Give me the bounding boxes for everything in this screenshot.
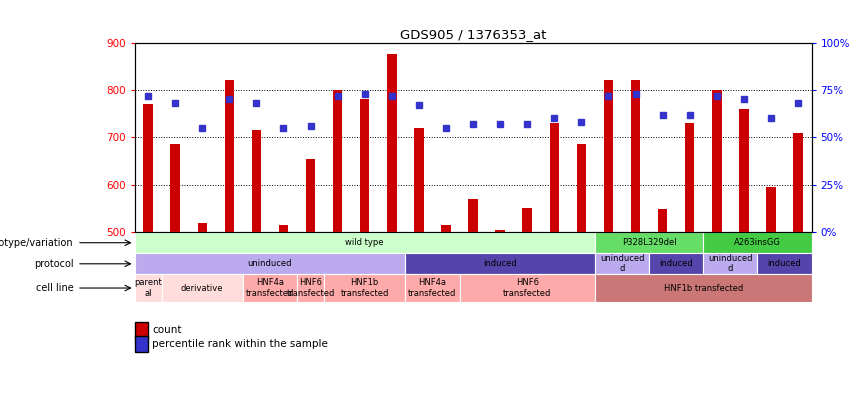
Bar [143,104,153,232]
Bar [306,159,315,232]
Bar [225,81,234,232]
Text: derivative: derivative [181,284,223,292]
Text: HNF1b transfected: HNF1b transfected [664,284,743,292]
Bar [595,274,812,302]
Bar [459,274,595,302]
Bar [198,223,207,232]
Bar [135,253,405,274]
Text: HNF6
transfected: HNF6 transfected [286,278,335,298]
Bar [243,274,297,302]
Text: induced: induced [767,259,801,268]
Bar [595,232,703,253]
Bar [631,81,641,232]
Bar [387,54,397,232]
Text: percentile rank within the sample: percentile rank within the sample [152,339,328,349]
Bar [576,145,586,232]
Text: uninduced
d: uninduced d [708,254,753,273]
Text: induced: induced [660,259,693,268]
Bar [297,274,324,302]
Text: cell line: cell line [36,283,74,293]
Bar [766,187,776,232]
Bar [469,199,477,232]
Bar [649,253,703,274]
Bar [549,123,559,232]
Bar [252,130,261,232]
Text: induced: induced [483,259,517,268]
Bar [685,123,694,232]
Bar [604,81,613,232]
Bar [658,209,667,232]
Bar [324,274,405,302]
Bar [333,90,342,232]
Text: protocol: protocol [34,259,74,269]
Bar [279,225,288,232]
Text: HNF1b
transfected: HNF1b transfected [340,278,389,298]
Bar [793,132,803,232]
Bar [135,232,595,253]
Text: P328L329del: P328L329del [621,238,676,247]
Bar [405,274,459,302]
Bar [441,225,450,232]
Text: wild type: wild type [345,238,384,247]
Text: HNF4a
transfected: HNF4a transfected [408,278,457,298]
Bar [523,207,532,232]
Title: GDS905 / 1376353_at: GDS905 / 1376353_at [400,28,546,41]
Text: count: count [152,325,181,335]
Bar [595,253,649,274]
Bar [161,274,243,302]
Bar [405,253,595,274]
Bar [712,90,721,232]
Bar [703,232,812,253]
Bar [496,230,505,232]
Text: genotype/variation: genotype/variation [0,238,74,248]
Text: HNF4a
transfected: HNF4a transfected [246,278,294,298]
Bar [170,145,180,232]
Bar [740,109,748,232]
Bar [135,274,161,302]
Text: HNF6
transfected: HNF6 transfected [503,278,551,298]
Text: uninduced: uninduced [247,259,293,268]
Bar [414,128,424,232]
Text: uninduced
d: uninduced d [600,254,644,273]
Text: parent
al: parent al [135,278,162,298]
Bar [758,253,812,274]
Bar [703,253,758,274]
Text: A263insGG: A263insGG [734,238,781,247]
Bar [360,99,370,232]
